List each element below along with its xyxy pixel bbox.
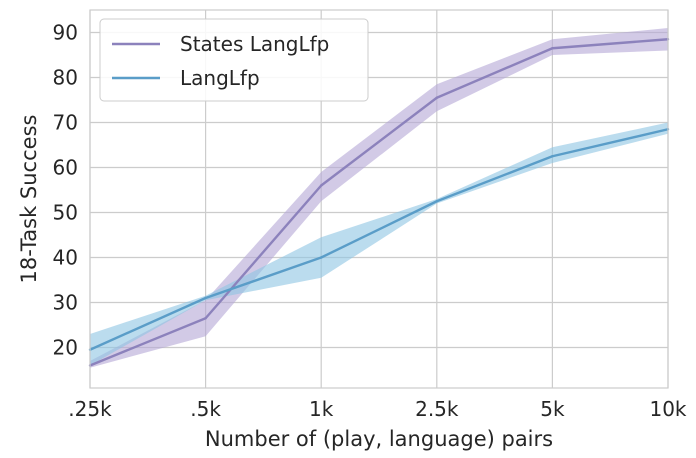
data-point xyxy=(551,47,554,50)
y-tick-label: 70 xyxy=(53,111,78,135)
y-tick-label: 90 xyxy=(53,21,78,45)
legend-label-langlfp: LangLfp xyxy=(180,66,260,90)
x-tick-label: .25k xyxy=(68,397,112,421)
y-tick-label: 30 xyxy=(53,291,78,315)
x-tick-label: 10k xyxy=(649,397,686,421)
x-tick-label: 5k xyxy=(540,397,565,421)
line-series-1 xyxy=(89,128,669,351)
x-tick-label: .5k xyxy=(190,397,221,421)
data-point xyxy=(204,317,207,320)
legend-box xyxy=(99,18,369,102)
y-tick-labels: 20 30 40 50 60 70 80 90 xyxy=(53,21,78,360)
y-tick-label: 50 xyxy=(53,201,78,225)
x-tick-labels: .25k .5k 1k 2.5k 5k 10k xyxy=(68,397,687,421)
legend-label-states-langlfp: States LangLfp xyxy=(180,32,329,56)
y-tick-label: 80 xyxy=(53,66,78,90)
data-point xyxy=(435,200,438,203)
data-point xyxy=(320,256,323,259)
line-series-0 xyxy=(89,38,669,367)
y-tick-label: 20 xyxy=(53,336,78,360)
data-point xyxy=(320,184,323,187)
band-series-1 xyxy=(90,122,668,366)
legend: States LangLfp LangLfp xyxy=(99,18,369,102)
x-tick-label: 2.5k xyxy=(415,397,459,421)
plot-frame xyxy=(89,9,669,389)
y-tick-label: 60 xyxy=(53,156,78,180)
data-point xyxy=(204,296,207,300)
data-point xyxy=(435,96,438,99)
y-tick-label: 40 xyxy=(53,246,78,270)
confidence-bands xyxy=(90,28,668,368)
y-axis-label: 18-Task Success xyxy=(17,115,41,284)
data-point xyxy=(551,155,554,158)
x-tick-label: 1k xyxy=(309,397,334,421)
x-axis-label: Number of (play, language) pairs xyxy=(205,427,553,451)
